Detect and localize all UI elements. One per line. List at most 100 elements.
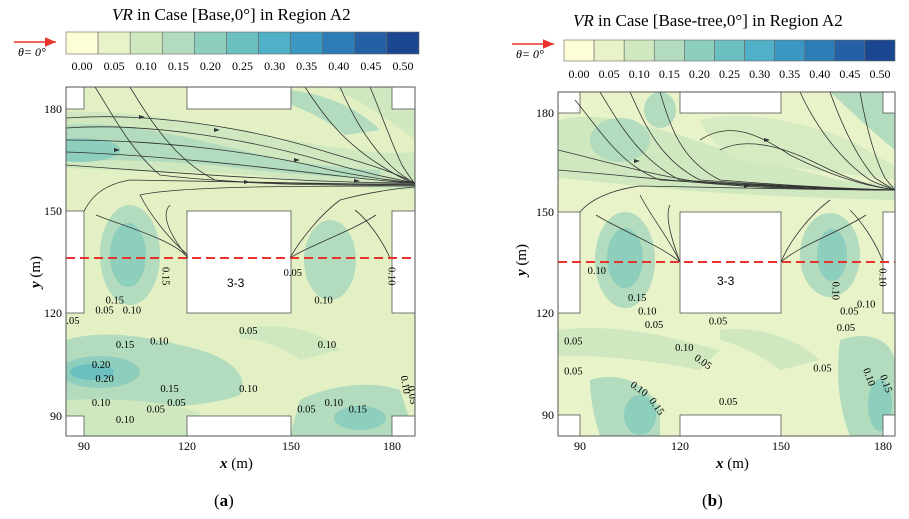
panel-a-colorbar-swatch bbox=[97, 31, 131, 55]
panel-b-title-var: VR bbox=[573, 11, 594, 30]
panel-b-colorbar-swatch bbox=[804, 39, 836, 62]
panel-b-contour-label: 0.05 bbox=[813, 363, 831, 374]
panel-a-contour-label: 0.05 bbox=[61, 316, 79, 327]
panel-a-contour-label: 0.10 bbox=[386, 267, 397, 285]
panel-a-colorbar-swatch bbox=[354, 31, 388, 55]
panel-a-colorbar-tick: 0.25 bbox=[232, 59, 253, 73]
panel-a-contour-label: 0.05 bbox=[284, 268, 302, 279]
panel-b-plot-area: 0.10 0.10 0.10 0.15 0.10 0.05 0.10 0.05 0.05 0.05… bbox=[558, 92, 895, 436]
panel-a-contour-label: 0.15 bbox=[106, 295, 124, 306]
panel-b: VR in Case [Base-tree,0°] in Region A2 θ… bbox=[512, 11, 896, 510]
panel-a-colorbar-tick: 0.50 bbox=[392, 59, 413, 73]
panel-a-colorbar-swatch bbox=[194, 31, 227, 55]
panel-b-contour-label: 0.05 bbox=[837, 323, 855, 334]
panel-a-ytick-label: 150 bbox=[44, 204, 62, 218]
panel-a-ytick-label: 90 bbox=[50, 409, 62, 423]
panel-b-colorbar-tick: 0.45 bbox=[839, 67, 860, 81]
panel-a-ylabel: y (m) bbox=[28, 256, 44, 290]
panel-b-colorbar-tick: 0.10 bbox=[629, 67, 650, 81]
panel-a-xlabel: x (m) bbox=[219, 456, 253, 472]
panel-a-colorbar-tick: 0.05 bbox=[104, 59, 125, 73]
panel-b-contour-labels: 0.10 0.10 0.10 0.15 0.10 0.05 0.10 0.05 0.05 0.05… bbox=[564, 266, 894, 417]
panel-a-plot-area: 0.15 0.05 0.100.150.05 0.100.100.050.050.15… bbox=[61, 87, 419, 436]
panel-a-xtick-label: 90 bbox=[78, 439, 90, 453]
panel-b-xtick-label: 150 bbox=[772, 439, 790, 453]
panel-a-colorbar-swatch bbox=[129, 31, 163, 55]
panel-b-colorbar-tick: 0.00 bbox=[569, 67, 590, 81]
panel-b-contour-label: 0.05 bbox=[645, 320, 663, 331]
panel-b-contour-label: 0.10 bbox=[675, 343, 693, 354]
panel-a-colorbar-swatch bbox=[290, 31, 324, 55]
panel-a-colorbar-tick: 0.30 bbox=[264, 59, 285, 73]
panel-a-contour-label: 0.15 bbox=[160, 384, 178, 395]
panel-b-subfigure-label: (b) bbox=[702, 491, 723, 510]
panel-a-xtick-label: 180 bbox=[383, 439, 401, 453]
panel-a-contour-label: 0.10 bbox=[314, 295, 332, 306]
panel-b-colorbar-swatch bbox=[774, 39, 806, 62]
panel-a-xtick-label: 150 bbox=[282, 439, 300, 453]
panel-b-xtick-label: 120 bbox=[671, 439, 689, 453]
panel-b-ytick-label: 120 bbox=[536, 306, 554, 320]
panel-b-title: VR in Case [Base-tree,0°] in Region A2 bbox=[573, 11, 843, 30]
panel-b-axis-ticks: 90 120 150 180 90 120 150 180 bbox=[536, 106, 892, 453]
panel-a-colorbar-tick: 0.15 bbox=[168, 59, 189, 73]
panel-a-contour-label: 0.10 bbox=[92, 398, 110, 409]
panel-a-contour-label: 0.15 bbox=[349, 405, 367, 416]
panel-a-wind-label: θ= 0° bbox=[18, 45, 46, 59]
panel-a-contour-label: 0.05 bbox=[147, 405, 165, 416]
panel-a-title-var: VR bbox=[112, 5, 133, 24]
panel-b-contour-label: 0.10 bbox=[877, 268, 888, 286]
panel-a-subfigure-label: (a) bbox=[214, 491, 234, 510]
panel-a-contour-label: 0.05 bbox=[297, 405, 315, 416]
panel-a-axis-ticks: 90 120 150 180 90 120 150 180 bbox=[44, 102, 401, 453]
panel-b-colorbar: 0.00 0.05 0.10 0.15 0.20 0.25 0.30 0.35 0.40 0.45… bbox=[563, 39, 896, 81]
panel-a-colorbar-tick: 0.00 bbox=[72, 59, 93, 73]
panel-b-contour-label: 0.10 bbox=[588, 266, 606, 277]
panel-a-colorbar-swatch bbox=[226, 31, 259, 55]
panel-b-xtick-label: 90 bbox=[574, 439, 586, 453]
panel-b-ylabel: y (m) bbox=[514, 244, 530, 278]
panel-b-colorbar-tick: 0.20 bbox=[689, 67, 710, 81]
panel-b-contour-label: 0.05 bbox=[564, 367, 582, 378]
panel-b-contour-label: 0.15 bbox=[628, 293, 646, 304]
panel-b-ytick-label: 180 bbox=[536, 106, 554, 120]
panel-b-colorbar-tick: 0.05 bbox=[599, 67, 620, 81]
panel-b-colorbar-swatch bbox=[684, 39, 715, 62]
panel-a-building-label: 3-3 bbox=[227, 276, 245, 290]
panel-a-colorbar-swatch bbox=[65, 31, 99, 55]
panel-b-wind-label: θ= 0° bbox=[516, 47, 544, 61]
panel-a-contour-label: 0.10 bbox=[398, 375, 412, 395]
panel-b-xtick-label: 180 bbox=[874, 439, 892, 453]
panel-a-contour-label: 0.05 bbox=[95, 306, 113, 317]
panel-a-colorbar-tick: 0.40 bbox=[328, 59, 349, 73]
panel-b-colorbar-swatch bbox=[714, 39, 745, 62]
panel-a-contour-label: 0.10 bbox=[325, 398, 343, 409]
panel-b-colorbar-swatch bbox=[563, 39, 595, 62]
panel-a-contour-label: 0.10 bbox=[123, 306, 141, 317]
panel-b-colorbar-swatch bbox=[623, 39, 655, 62]
panel-a-colorbar-swatch bbox=[161, 31, 195, 55]
panel-a-contour-label: 0.05 bbox=[405, 385, 419, 405]
panel-a-contour-label: 0.05 bbox=[239, 326, 257, 337]
panel-b-colorbar-tick: 0.15 bbox=[659, 67, 680, 81]
panel-a-contour-label: 0.20 bbox=[95, 374, 113, 385]
panel-a-colorbar-tick: 0.20 bbox=[200, 59, 221, 73]
panel-b-colorbar-swatch bbox=[864, 39, 896, 62]
panel-b-contour-label: 0.05 bbox=[719, 397, 737, 408]
panel-b-contour-label: 0.05 bbox=[709, 316, 727, 327]
panel-a-contour-label: 0.10 bbox=[318, 340, 336, 351]
panel-b-colorbar-tick: 0.40 bbox=[809, 67, 830, 81]
panel-a-colorbar-tick: 0.45 bbox=[360, 59, 381, 73]
panel-a: VR in Case [Base,0°] in Region A2 θ= 0° … bbox=[14, 5, 420, 510]
panel-b-colorbar-tick: 0.35 bbox=[779, 67, 800, 81]
panel-b-contour-label: 0.10 bbox=[830, 282, 841, 300]
panel-a-colorbar-swatch bbox=[386, 31, 420, 55]
panel-a-colorbar-swatch bbox=[322, 31, 356, 55]
panel-a-contour-label: 0.15 bbox=[160, 267, 171, 285]
panel-a-contour-label: 0.15 bbox=[116, 340, 134, 351]
panel-b-contour-label: 0.10 bbox=[857, 300, 875, 311]
panel-b-colorbar-swatch bbox=[593, 39, 625, 62]
panel-b-contour-label: 0.10 bbox=[638, 306, 656, 317]
panel-a-ytick-label: 120 bbox=[44, 306, 62, 320]
